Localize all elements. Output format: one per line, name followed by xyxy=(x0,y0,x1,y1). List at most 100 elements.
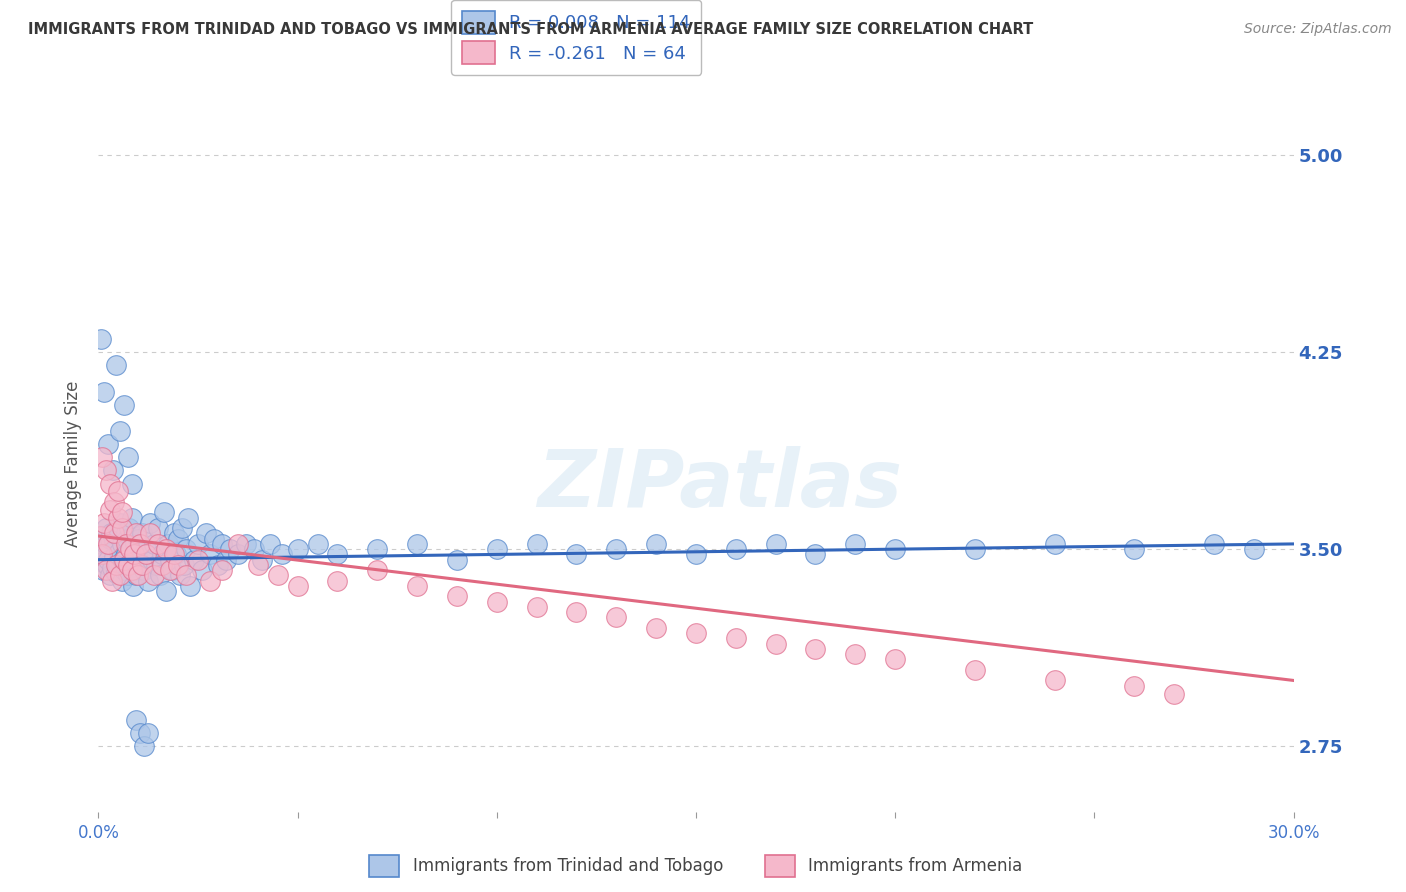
Point xyxy=(125,713,148,727)
Point xyxy=(1043,673,1066,688)
Point xyxy=(96,563,118,577)
Point xyxy=(155,542,177,557)
Point xyxy=(183,552,205,566)
Point xyxy=(93,548,115,562)
Point xyxy=(112,398,135,412)
Point xyxy=(97,552,120,566)
Point xyxy=(91,548,114,562)
Point xyxy=(121,510,143,524)
Point xyxy=(108,424,131,438)
Point xyxy=(120,558,142,572)
Point xyxy=(112,563,135,577)
Point xyxy=(167,558,190,572)
Point xyxy=(160,563,183,577)
Point xyxy=(174,568,197,582)
Point xyxy=(198,548,221,562)
Point xyxy=(90,555,112,569)
Point xyxy=(267,568,290,582)
Point xyxy=(128,726,150,740)
Point xyxy=(135,548,157,562)
Point xyxy=(446,590,468,604)
Point xyxy=(91,529,114,543)
Point xyxy=(804,548,827,562)
Point xyxy=(163,526,186,541)
Point xyxy=(157,537,180,551)
Point xyxy=(270,548,292,562)
Point xyxy=(1123,542,1146,557)
Point xyxy=(107,529,129,543)
Point xyxy=(195,526,218,541)
Point xyxy=(129,537,152,551)
Point xyxy=(98,568,122,582)
Point xyxy=(177,510,200,524)
Point xyxy=(366,542,388,557)
Point xyxy=(235,537,257,551)
Point xyxy=(117,450,139,465)
Point xyxy=(94,537,117,551)
Point xyxy=(173,558,195,572)
Point xyxy=(174,542,197,557)
Point xyxy=(98,532,121,546)
Point xyxy=(226,548,249,562)
Point xyxy=(97,437,120,451)
Point xyxy=(406,579,429,593)
Legend: Immigrants from Trinidad and Tobago, Immigrants from Armenia: Immigrants from Trinidad and Tobago, Imm… xyxy=(363,848,1029,883)
Point xyxy=(963,542,986,557)
Point xyxy=(165,548,187,562)
Point xyxy=(243,542,266,557)
Point xyxy=(101,574,124,588)
Point xyxy=(287,542,309,557)
Point xyxy=(112,552,135,566)
Point xyxy=(127,568,149,582)
Point xyxy=(111,537,134,551)
Point xyxy=(565,548,588,562)
Point xyxy=(131,526,153,541)
Point xyxy=(101,463,124,477)
Point xyxy=(93,516,115,530)
Point xyxy=(645,537,668,551)
Point xyxy=(287,579,309,593)
Point xyxy=(93,384,115,399)
Point xyxy=(884,542,907,557)
Point xyxy=(117,568,139,582)
Text: Source: ZipAtlas.com: Source: ZipAtlas.com xyxy=(1244,22,1392,37)
Point xyxy=(406,537,429,551)
Point xyxy=(150,558,173,572)
Point xyxy=(1123,679,1146,693)
Point xyxy=(125,526,148,541)
Point xyxy=(198,574,221,588)
Point xyxy=(155,584,177,599)
Point xyxy=(108,545,131,559)
Point xyxy=(326,574,349,588)
Point xyxy=(179,579,201,593)
Point xyxy=(143,568,166,582)
Point xyxy=(219,542,242,557)
Point xyxy=(111,521,134,535)
Point xyxy=(107,484,129,499)
Point xyxy=(685,626,707,640)
Point xyxy=(103,526,125,541)
Point xyxy=(105,558,128,572)
Point xyxy=(366,563,388,577)
Point xyxy=(765,537,787,551)
Point xyxy=(526,599,548,614)
Point xyxy=(485,542,508,557)
Point xyxy=(129,558,152,572)
Point xyxy=(118,521,141,535)
Point xyxy=(124,548,146,562)
Point xyxy=(89,542,111,557)
Point xyxy=(110,516,132,530)
Point xyxy=(148,537,170,551)
Point xyxy=(844,537,866,551)
Point xyxy=(187,537,209,551)
Point xyxy=(131,558,153,572)
Point xyxy=(163,548,186,562)
Point xyxy=(1243,542,1265,557)
Point xyxy=(153,505,176,519)
Point xyxy=(485,595,508,609)
Point xyxy=(645,621,668,635)
Point xyxy=(159,552,181,566)
Point xyxy=(107,558,129,572)
Point xyxy=(211,537,233,551)
Point xyxy=(605,610,627,624)
